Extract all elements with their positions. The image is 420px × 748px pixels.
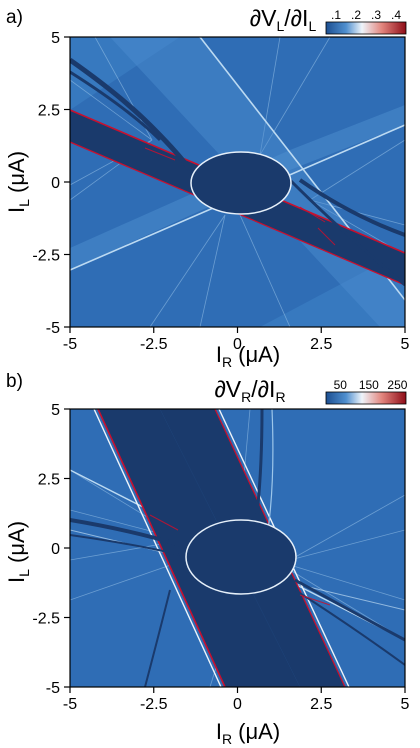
panel-a-heatmap — [70, 37, 405, 327]
colorbar-tick-label: .1 — [331, 8, 341, 22]
colorbar-tick-label: 250 — [387, 378, 407, 392]
x-tick-label: 2.5 — [310, 336, 332, 353]
panel-b-ylabel: IL (μA) — [4, 521, 32, 583]
panel-a: a) ∂VL/∂IL .1 .2 .3 .4 — [4, 5, 410, 370]
y-tick-label: 0 — [51, 541, 60, 558]
x-tick-label: 0 — [233, 696, 242, 713]
colorbar-tick-label: 50 — [334, 378, 348, 392]
panel-a-colorbar: .1 .2 .3 .4 — [325, 8, 407, 35]
x-tick-label: -2.5 — [140, 336, 168, 353]
x-tick-label: 0 — [233, 336, 242, 353]
panel-b-title: ∂VR/∂IR — [214, 376, 285, 405]
colorbar-gradient — [325, 391, 407, 405]
panel-a-ylabel: IL (μA) — [4, 151, 32, 213]
colorbar-tick-label: .2 — [351, 8, 361, 22]
y-tick-label: -2.5 — [32, 248, 60, 265]
panel-b-xlabel: IR (μA) — [216, 719, 280, 747]
colorbar-gradient — [325, 21, 407, 35]
x-tick-label: 2.5 — [310, 696, 332, 713]
panel-a-xlabel: IR (μA) — [216, 342, 280, 370]
panel-a-title: ∂VL/∂IL — [250, 5, 317, 34]
y-tick-label: -5 — [46, 320, 60, 337]
y-tick-label: 2.5 — [38, 472, 60, 489]
colorbar-tick-label: 150 — [359, 378, 379, 392]
y-tick-label: 5 — [51, 30, 60, 47]
x-tick-label: -5 — [63, 336, 77, 353]
colorbar-tick-label: .3 — [371, 8, 381, 22]
y-tick-label: -2.5 — [32, 611, 60, 628]
colorbar-tick-label: .4 — [391, 8, 401, 22]
x-tick-label: 5 — [401, 696, 410, 713]
y-tick-label: -5 — [46, 680, 60, 697]
y-tick-label: 2.5 — [38, 103, 60, 120]
panel-b: b) ∂VR/∂IR 50 150 250 — [4, 371, 410, 747]
panel-a-letter: a) — [6, 7, 23, 28]
panel-b-colorbar: 50 150 250 — [325, 378, 408, 405]
y-tick-label: 5 — [51, 402, 60, 419]
panel-b-letter: b) — [6, 371, 23, 392]
panel-b-heatmap — [70, 409, 405, 687]
x-tick-label: -2.5 — [140, 696, 168, 713]
x-tick-label: 5 — [401, 336, 410, 353]
y-tick-label: 0 — [51, 175, 60, 192]
x-tick-label: -5 — [63, 696, 77, 713]
